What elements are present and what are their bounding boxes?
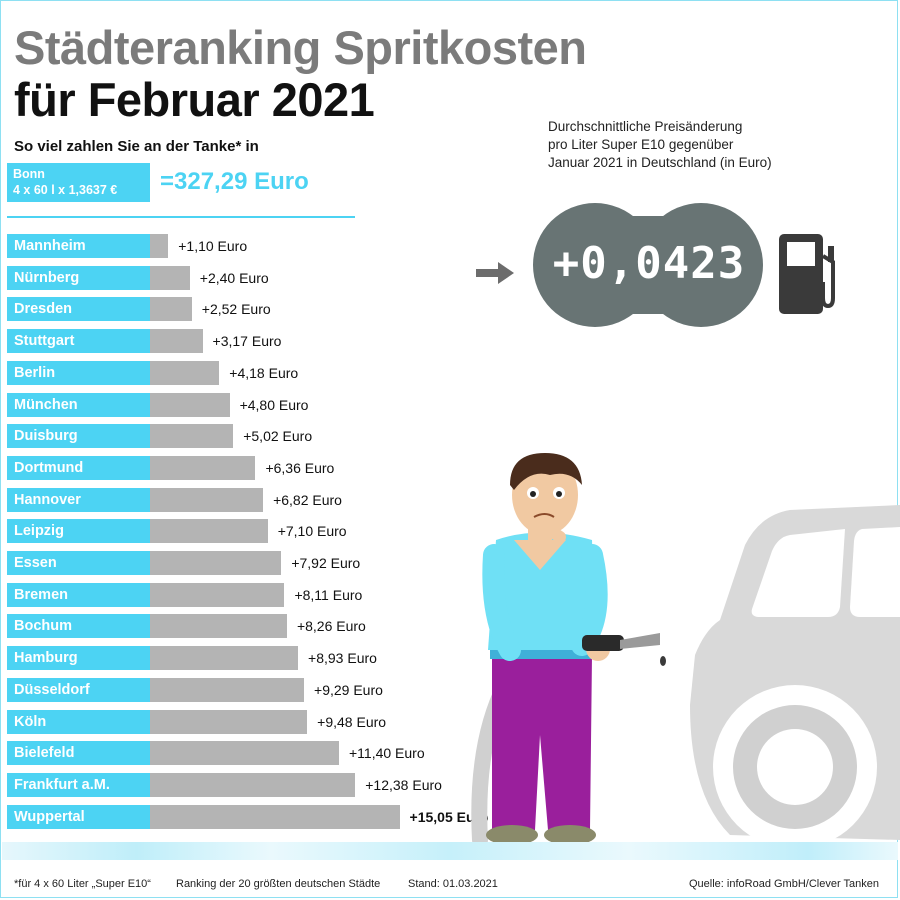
city-label: Bielefeld [7,741,150,766]
bar [150,455,256,480]
value-label: +6,82 Euro [273,491,342,508]
city-label: Essen [7,551,150,575]
bar [150,424,234,449]
city-label: Duisburg [7,424,150,449]
city-label: Köln [7,709,150,734]
reference-formula: 4 x 60 l x 1,3637 € [13,183,118,197]
man-illustration [471,453,666,848]
bar [150,487,264,512]
city-label: Leipzig [7,519,150,544]
bar [150,709,308,734]
price-change-value: +0,0423 [552,238,746,289]
value-label: +2,40 Euro [199,269,269,286]
footer-date: Stand: 01.03.2021 [408,878,498,890]
city-label: Berlin [7,360,150,385]
bar [150,614,287,639]
value-label: +8,93 Euro [308,650,377,667]
bar [150,392,230,417]
title-line-1: Städteranking Spritkosten [14,21,587,74]
subtitle: So viel zahlen Sie an der Tanke* in [14,138,259,155]
value-label: +11,40 Euro [349,745,425,762]
bar [150,646,299,671]
title-line-2: für Februar 2021 [14,73,375,126]
value-label: +2,52 Euro [201,301,271,318]
bar [150,741,339,766]
city-label: Nürnberg [7,265,150,290]
bar [150,329,203,354]
bottom-strip [2,842,898,860]
city-label: Dortmund [7,455,150,480]
price-display [533,203,763,327]
city-label: Mannheim [7,234,150,258]
value-label: +8,11 Euro [294,586,363,603]
reference-box: Bonn 4 x 60 l x 1,3637 € [7,163,150,202]
value-label: +15,05 Euro [409,808,489,825]
value-label: +9,48 Euro [317,713,387,730]
reference-city: Bonn [13,167,45,181]
bar [150,772,356,797]
info-line: pro Liter Super E10 gegenüber [548,137,734,152]
value-label: +12,38 Euro [365,776,442,793]
fuel-pump-icon [779,234,835,314]
value-label: +6,36 Euro [265,459,335,476]
city-label: Frankfurt a.M. [7,772,150,797]
value-label: +3,17 Euro [212,333,282,350]
bar [150,265,190,290]
bar [150,677,305,702]
info-text: Durchschnittliche Preisänderung pro Lite… [548,118,772,172]
footer-source: Quelle: infoRoad GmbH/Clever Tanken [689,878,879,890]
city-label: Bremen [7,582,150,607]
info-line: Januar 2021 in Deutschland (in Euro) [548,155,772,170]
city-label: Hannover [7,487,150,512]
city-label: Dresden [7,297,150,322]
city-label: Düsseldorf [7,677,150,702]
reference-total: =327,29 Euro [160,168,309,195]
city-label: Stuttgart [7,329,150,354]
bar [150,804,400,829]
value-label: +4,80 Euro [239,396,309,413]
value-label: +1,10 Euro [178,238,248,254]
city-label: Wuppertal [7,804,150,829]
value-label: +9,29 Euro [314,681,383,698]
bar [150,297,192,322]
value-label: +8,26 Euro [296,618,366,635]
footer-note: *für 4 x 60 Liter „Super E10“ [14,878,151,890]
value-label: +7,92 Euro [291,555,361,571]
value-label: +4,18 Euro [229,364,299,381]
footer-ranking: Ranking der 20 größten deutschen Städte [176,878,381,890]
bar [150,360,220,385]
divider-line [7,216,355,218]
city-label: München [7,392,150,417]
bar [150,234,169,258]
bar [150,519,268,544]
city-label: Bochum [7,614,150,639]
value-label: +5,02 Euro [243,428,313,445]
car-illustration [690,505,900,849]
bar [150,582,285,607]
city-label: Hamburg [7,646,150,671]
arrow-right-icon [476,262,514,284]
bar [150,551,282,575]
info-line: Durchschnittliche Preisänderung [548,119,743,134]
value-label: +7,10 Euro [277,523,347,540]
